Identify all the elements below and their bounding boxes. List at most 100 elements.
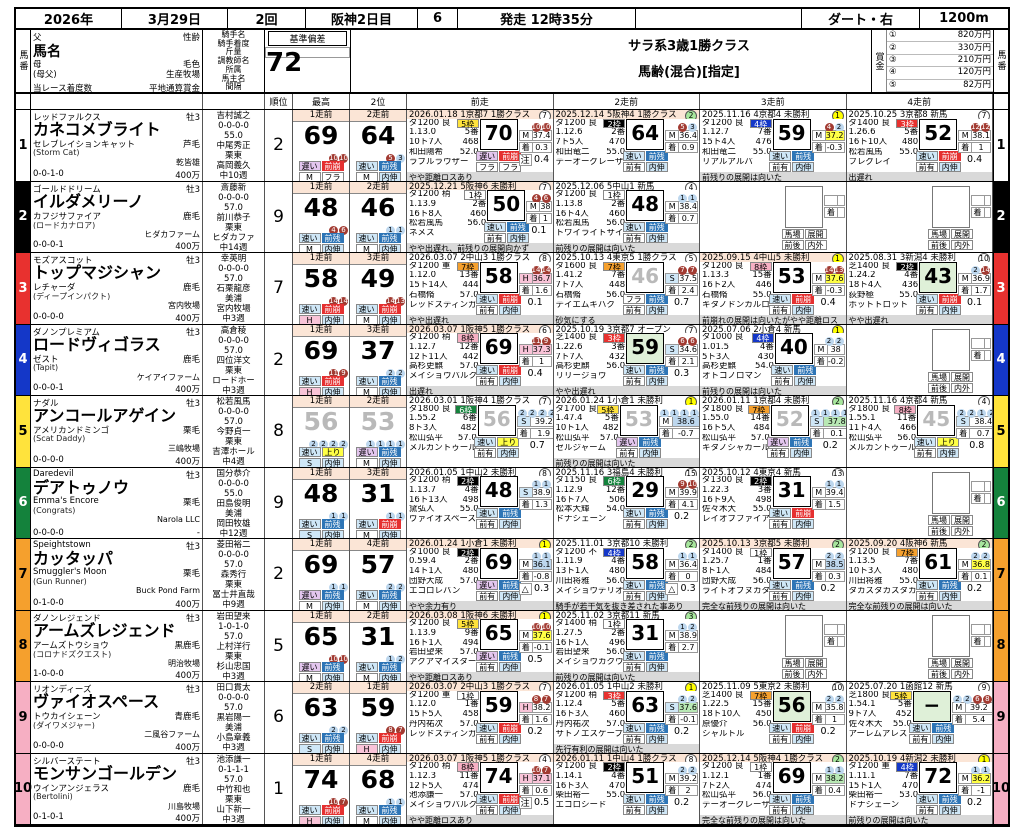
race-record: 0-0-0-0 bbox=[33, 528, 64, 538]
jockey-line: 荻野極 55.0 bbox=[849, 291, 919, 301]
race-date-line: 2025.11.16 3福島4 未勝利 15 bbox=[554, 467, 700, 477]
waku-chip: 2枠 bbox=[603, 762, 626, 772]
body-weight: 494 bbox=[462, 638, 479, 648]
score-col-label: 1走前 bbox=[293, 110, 349, 122]
umaban-label-left: 馬番 bbox=[16, 30, 31, 92]
race-date-text: 2025.10.25 3京都8 新馬 bbox=[848, 110, 948, 119]
trend-badge: 前残 bbox=[378, 590, 401, 600]
pace-badge: 速い bbox=[483, 222, 506, 233]
body-weight: 460 bbox=[470, 209, 487, 219]
field-line: 11ト4人 466 bbox=[849, 424, 917, 434]
pace-letter: S bbox=[298, 529, 321, 538]
winner-name: レイオブファイア bbox=[702, 515, 771, 524]
pace-letter: H bbox=[519, 774, 533, 784]
pace-letter: M bbox=[355, 672, 378, 681]
race-jockey-weight: 55.0 bbox=[459, 505, 479, 515]
finish-position: 4 bbox=[538, 753, 551, 763]
trend-badge: 上り bbox=[936, 436, 959, 447]
waku-chip: 1枠 bbox=[603, 619, 626, 629]
jockey-line: 松山弘平 56.0 bbox=[702, 791, 772, 801]
jockey-cell-owner: ロードホー bbox=[212, 375, 255, 386]
sire-line: リオンディーズ 牡3 bbox=[33, 683, 200, 693]
jockey-cell-jockey: 国分恭介 bbox=[216, 468, 251, 479]
race-dist-going: ダ1400 良 bbox=[702, 547, 744, 557]
extra-row: 0.2 bbox=[958, 583, 991, 595]
margin-row: 着差5.4 bbox=[951, 713, 993, 725]
extra-row: 0.8 bbox=[956, 440, 992, 452]
race-block: 2026.01.11 1中山4 1勝クラス 8 ダ1200 良 2枠 1.14.1 4番 1… bbox=[553, 753, 700, 824]
owner-label: 馬主名 bbox=[221, 73, 246, 83]
score-col-badges1: 速い 前残 bbox=[350, 661, 406, 672]
rank-cell: 1 bbox=[265, 753, 293, 824]
horse-info-cell: ダノンレジェンド 牡3 アームズレジェンド アームズトウショウ 黒鹿毛 (コロナドズクエス… bbox=[31, 610, 203, 681]
race-score: 31 bbox=[772, 476, 811, 508]
race-badges1: 速い 前残 bbox=[622, 365, 668, 376]
pace-agari-row: M 39.9 bbox=[665, 487, 698, 499]
race-block: 2025.11.16 4京都4 新馬 4 ダ1800 良 8枠 1.55.1 11番 11ト… bbox=[846, 396, 993, 467]
body-weight: 444 bbox=[462, 281, 479, 291]
race-badges1: 速い 前残 bbox=[483, 222, 529, 233]
margin-value: -0.2 bbox=[827, 357, 844, 367]
start-time: 発走 12時35分 bbox=[458, 9, 636, 28]
time-line: 1.13.8 2番 bbox=[556, 200, 626, 210]
heads-popularity: 7ト2人 bbox=[702, 781, 730, 791]
sire-name: ナダル bbox=[33, 399, 59, 407]
race-center-col: 46 フラ 前残 前有 内伸 bbox=[622, 261, 668, 315]
sex-age: 牡3 bbox=[186, 399, 200, 407]
extra-index: 0.2 bbox=[822, 439, 838, 451]
corner-circle: 1 bbox=[971, 766, 980, 776]
gate-number: 3番 bbox=[611, 342, 626, 352]
extra-row: 0.2 bbox=[810, 439, 846, 452]
prize-total: 400万 bbox=[175, 385, 200, 395]
corner-circle: 2 bbox=[971, 551, 980, 561]
winner-name: ホットトロット bbox=[848, 300, 909, 310]
position-badge: 前有 bbox=[476, 376, 499, 387]
race-main-empty: 馬場展開前後内外着差 bbox=[700, 184, 846, 250]
pace-agari-row: M 36.9 bbox=[958, 272, 991, 284]
time-line: 1.12.0 13番 bbox=[409, 271, 479, 281]
pace-letter: M bbox=[355, 315, 378, 324]
agari-value: 39.4 bbox=[825, 488, 844, 498]
corner-positions: 1414 bbox=[519, 262, 552, 275]
pace-agari-row: M 38.5 bbox=[811, 558, 845, 570]
pace-badge: 遅い bbox=[476, 651, 499, 662]
jockey-line: 川田将雅 56.0 bbox=[556, 577, 626, 587]
score-col-badges2: M 内伸 bbox=[350, 172, 406, 181]
race-badges1: 遅い 前残 bbox=[476, 579, 522, 590]
margin-label: 着差 bbox=[957, 428, 971, 438]
race-date-line: 2026.01.18 1京都7 1勝クラス 7 bbox=[407, 110, 553, 119]
dam-name: アームズトウショウ bbox=[33, 640, 109, 649]
heads-popularity: 16ト2人 bbox=[702, 281, 736, 291]
field-line: 7ト2人 474 bbox=[702, 782, 772, 792]
race-date-text: 2025.11.09 5東京2 未勝利 bbox=[702, 682, 810, 691]
spacer bbox=[203, 94, 265, 109]
margin-label: 着差 bbox=[666, 714, 680, 724]
race-record: 0-1-0-1 bbox=[33, 812, 64, 822]
race-center-col: 52 速い 前崩 前有 内伸 bbox=[915, 118, 961, 172]
race-main: ダ1000 良 4枠 1.01.5 4番 5ト3人 430 高杉吏麒 54.0 オトコノロマン 4… bbox=[700, 333, 846, 387]
race-time: 1.13.8 bbox=[555, 199, 583, 209]
race-block: 2025.11.09 5東京2 未勝利 10 芝1400 良 7枠 1.22.5 15番 1… bbox=[700, 682, 847, 753]
margin-label: 着差 bbox=[666, 786, 680, 796]
race-block: 2025.11.16 4京都4 未勝利 1 ダ1200 良 4枠 1.12.7 7番 15ト… bbox=[700, 110, 847, 181]
score-col-value: 48 bbox=[303, 192, 339, 222]
winner-line: トワイライトサイ bbox=[556, 229, 626, 239]
winner-line: アーレムアレス bbox=[849, 730, 912, 740]
race-right-col: 2212S38.4着差0.70.8 bbox=[956, 405, 993, 458]
position-badge: 前有 bbox=[915, 304, 938, 315]
race-main-empty: 馬場展開前後内外着差 bbox=[700, 613, 846, 679]
zengo-label: 前後 bbox=[928, 239, 950, 250]
pace-badge: 速い bbox=[622, 651, 645, 662]
race-date-line: 2025.11.02 3京都11 新馬 3 bbox=[554, 610, 700, 620]
race-time: 1.12.3 bbox=[409, 771, 437, 781]
sire-line: Daredevil 牡3 bbox=[33, 469, 200, 479]
corner-circle: 11 bbox=[329, 368, 338, 378]
winner-name: テーオーグレーザ bbox=[555, 157, 624, 167]
race-left-col: ダ1000 良 4枠 1.01.5 4番 5ト3人 430 高杉吏麒 54.0 オトコノロマン bbox=[700, 333, 774, 386]
race-left-col: ダ1150 良 6枠 1.12.9 12番 16ト7人 506 松本大輝 54.0 ドナシェーン bbox=[554, 476, 626, 529]
trend-badge: 前残 bbox=[792, 794, 815, 805]
pace-badge: 速い bbox=[771, 365, 794, 376]
race-class-line1: サラ系3歳1勝クラス bbox=[628, 39, 750, 54]
jockey-cell-owner: 吉澤ホール bbox=[212, 447, 255, 457]
